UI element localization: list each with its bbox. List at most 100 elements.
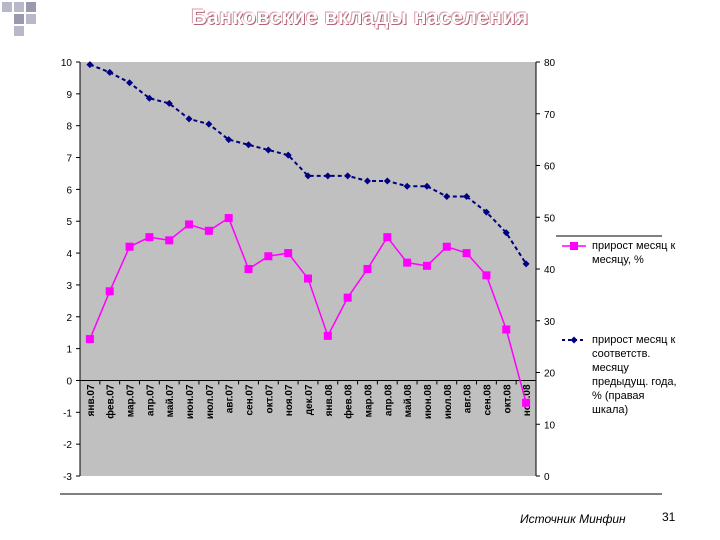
category-label: янв.07 — [86, 384, 97, 416]
series-mom-point — [462, 249, 471, 258]
legend-yoy-label-line: прирост месяц к — [592, 334, 676, 346]
legend-yoy-label-line: шкала) — [592, 404, 628, 416]
series-yoy-point — [482, 208, 490, 216]
left-tick-label: 10 — [61, 58, 73, 69]
left-tick-label: 2 — [66, 313, 72, 324]
legend-yoy-label: прирост месяц к соответств. месяцу предыдущ… — [592, 334, 677, 416]
right-tick-label: 80 — [544, 58, 556, 69]
series-mom-point — [502, 325, 511, 334]
series-yoy-point — [126, 79, 134, 87]
left-tick-label: 4 — [66, 249, 72, 260]
legend-yoy-label-line: % (правая — [592, 390, 645, 402]
series-yoy-point — [502, 229, 510, 237]
right-tick-label: 40 — [544, 265, 556, 276]
deco-square — [14, 14, 24, 24]
series-yoy-point — [145, 94, 153, 102]
series-mom-point — [323, 331, 332, 340]
category-label: апр.08 — [383, 384, 394, 416]
series-mom-point — [85, 335, 94, 344]
category-label: сен.08 — [482, 384, 493, 416]
deco-square — [14, 2, 24, 12]
legend-mom-label-line: прирост месяц к — [592, 240, 676, 252]
series-yoy-point — [522, 260, 530, 268]
category-label: апр.07 — [145, 384, 156, 416]
series-mom-point — [105, 287, 114, 296]
series-yoy-point — [264, 146, 272, 154]
legend-yoy-label-line: месяцу — [592, 362, 629, 374]
series-mom-point — [145, 233, 154, 242]
left-tick-label: 7 — [66, 154, 72, 165]
right-tick-label: 20 — [544, 369, 556, 380]
category-label: мар.07 — [126, 384, 137, 417]
series-mom-point — [244, 265, 253, 273]
series-mom-point — [204, 226, 213, 235]
series-mom-point — [304, 274, 312, 283]
legend-mom-label-line: месяцу, % — [592, 254, 644, 266]
right-tick-label: 0 — [544, 472, 550, 483]
series-mom-point — [264, 252, 273, 261]
category-label: авг.07 — [225, 384, 236, 413]
series-yoy-point — [165, 99, 173, 107]
category-label: дек.07 — [304, 384, 315, 415]
category-label: июл.07 — [205, 384, 216, 419]
plot-area — [80, 62, 536, 476]
legend-yoy-label-line: соответств. — [592, 348, 650, 360]
category-label: июл.08 — [443, 384, 454, 419]
right-tick-label: 10 — [544, 420, 556, 431]
series-yoy-point — [344, 172, 352, 180]
series-yoy-point — [304, 172, 312, 180]
series-yoy-point — [403, 182, 411, 190]
series-mom-point — [165, 236, 174, 245]
category-label: фев.08 — [343, 384, 355, 419]
left-tick-label: 8 — [66, 122, 72, 133]
left-tick-label: -1 — [63, 408, 72, 419]
category-label: сен.07 — [245, 384, 256, 416]
legend-mom-label: прирост месяц к месяцу, % — [592, 240, 676, 266]
series-yoy-point — [205, 120, 213, 128]
series-yoy-point — [443, 193, 451, 201]
legend-yoy-swatch-marker — [570, 336, 578, 344]
left-tick-label: 9 — [66, 90, 72, 101]
series-mom-point — [422, 261, 431, 270]
series-mom-point — [185, 220, 194, 229]
category-label: фев.07 — [105, 384, 117, 419]
category-label: май.07 — [165, 384, 176, 417]
legend-yoy-label-line: предыдущ. года, — [592, 376, 677, 388]
category-label: окт.08 — [502, 384, 513, 413]
category-label: ноя.07 — [284, 384, 295, 416]
left-tick-label: 0 — [66, 376, 72, 387]
category-label: окт.07 — [264, 384, 275, 413]
left-tick-label: 5 — [66, 217, 72, 228]
series-yoy-point — [363, 177, 371, 185]
series-yoy-point — [324, 172, 332, 180]
legend-mom-swatch-marker — [570, 242, 578, 250]
left-tick-label: -3 — [63, 472, 72, 483]
series-yoy-point — [106, 68, 114, 76]
left-tick-label: 6 — [66, 185, 72, 196]
series-mom-point — [224, 214, 233, 223]
slide-title: Банковские вклады населения — [191, 6, 529, 29]
decorative-squares — [2, 2, 36, 36]
series-mom-point — [363, 265, 372, 273]
series-mom-point — [442, 242, 451, 251]
right-tick-label: 70 — [544, 110, 556, 121]
category-label: авг.08 — [463, 384, 474, 413]
series-yoy-point — [463, 193, 471, 201]
series-mom-point — [522, 398, 531, 407]
deco-square — [26, 2, 36, 12]
series-yoy-point — [423, 182, 431, 190]
category-label: июн.07 — [185, 384, 196, 419]
series-mom-point — [403, 258, 412, 267]
right-tick-label: 50 — [544, 213, 556, 224]
series-yoy-point — [245, 141, 253, 149]
deco-square — [14, 26, 24, 36]
series-mom-point — [482, 271, 491, 280]
left-tick-label: 1 — [66, 345, 72, 356]
series-mom-point — [125, 242, 134, 251]
series-yoy-point — [383, 177, 391, 185]
category-label: июн.08 — [423, 384, 434, 419]
right-tick-label: 30 — [544, 317, 556, 328]
deco-square — [26, 14, 36, 24]
series-mom-point — [383, 233, 392, 242]
